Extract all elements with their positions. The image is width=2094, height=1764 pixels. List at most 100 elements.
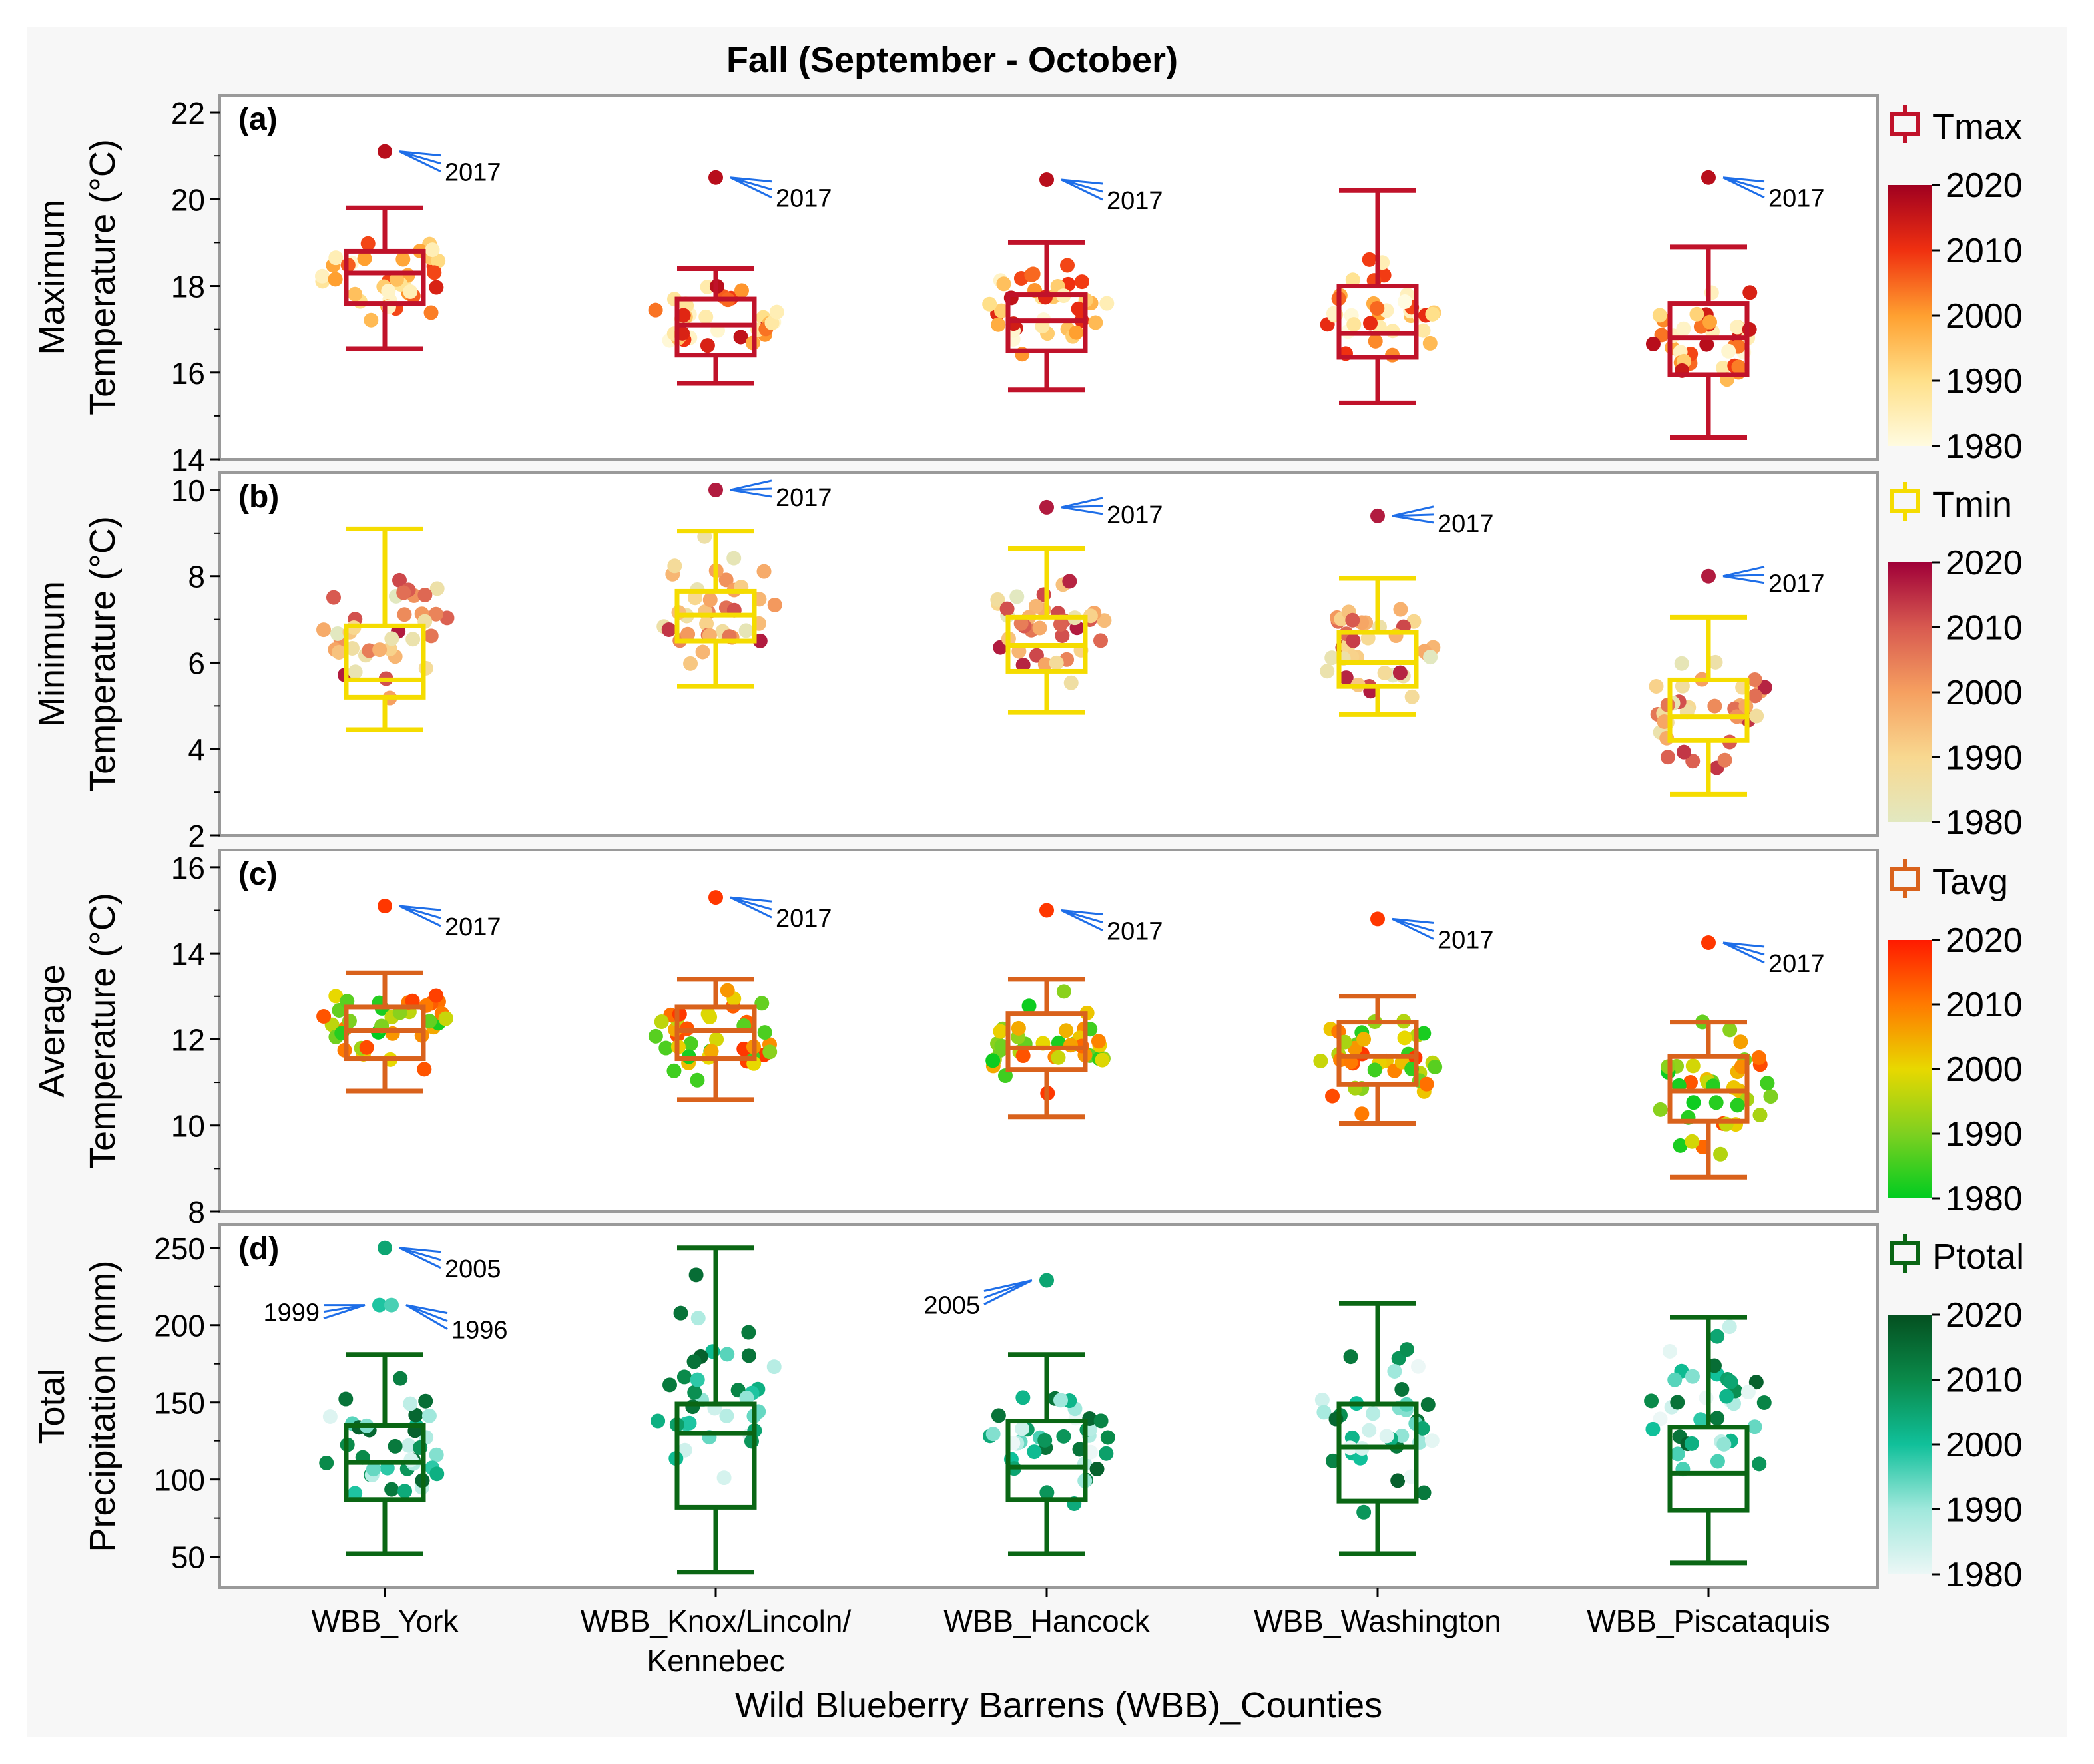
- legend-tick-label: 1990: [1946, 362, 2023, 401]
- data-point: [1416, 1485, 1432, 1500]
- annotation-label: 2005: [923, 1291, 980, 1319]
- data-point: [427, 265, 442, 280]
- data-point: [676, 1369, 692, 1385]
- data-point: [754, 996, 770, 1011]
- panel-2: 2 4 6 8 10 Minimum Temperature (°C) (b) 2017 2017…: [32, 471, 2023, 853]
- data-point: [348, 1486, 363, 1501]
- outlier-annotation: [1392, 505, 1434, 524]
- box-iqr: [1336, 284, 1419, 360]
- outlier-point: [1370, 508, 1385, 523]
- data-point: [688, 1267, 704, 1283]
- data-point: [1063, 675, 1079, 690]
- data-point: [1757, 680, 1772, 695]
- data-point: [1653, 1102, 1668, 1117]
- data-point: [1416, 1026, 1432, 1041]
- data-point: [1645, 1421, 1661, 1436]
- data-point: [683, 656, 698, 671]
- legend-tick-label: 1980: [1946, 1180, 2023, 1218]
- data-point: [1425, 306, 1440, 322]
- data-point: [690, 1311, 706, 1326]
- data-point: [429, 581, 445, 596]
- y-tick-label: 4: [188, 732, 205, 767]
- data-point: [997, 1068, 1013, 1084]
- y-tick-label: 16: [171, 851, 205, 885]
- data-point: [1716, 360, 1731, 375]
- data-point: [1021, 998, 1037, 1014]
- annotation-label: 2017: [1107, 187, 1163, 215]
- data-point: [1011, 1020, 1026, 1036]
- y-tick-label: 16: [171, 356, 205, 391]
- data-point: [699, 616, 714, 632]
- data-point: [1708, 654, 1723, 670]
- data-point: [360, 236, 376, 251]
- data-point: [666, 1063, 682, 1078]
- box-iqr: [344, 248, 426, 306]
- data-point: [1670, 1446, 1685, 1462]
- outlier-point: [708, 482, 723, 497]
- data-point: [1719, 1389, 1734, 1404]
- y-tick-label: 6: [188, 646, 205, 680]
- data-point: [332, 644, 347, 660]
- data-point: [1756, 1395, 1772, 1411]
- annotation-arrow: [1722, 566, 1765, 584]
- data-point: [1088, 315, 1103, 330]
- data-point: [1685, 1058, 1701, 1074]
- annotation-arrow: [1392, 917, 1434, 940]
- y-tick-label: 50: [171, 1540, 205, 1575]
- outlier-annotation: [1061, 909, 1103, 931]
- data-point: [1748, 688, 1763, 704]
- data-point: [1717, 752, 1732, 768]
- box-3: [1005, 977, 1088, 1120]
- data-point: [720, 983, 735, 998]
- data-point: [384, 631, 399, 646]
- annotation-arrow: [1722, 176, 1765, 199]
- data-point: [362, 643, 377, 658]
- data-point: [1053, 1393, 1068, 1408]
- data-point: [991, 1408, 1006, 1423]
- legend-colorbar: [1888, 562, 1932, 822]
- data-point: [1393, 602, 1408, 617]
- data-point: [1394, 1382, 1410, 1397]
- data-point: [1673, 1138, 1688, 1153]
- annotation-arrow: [1061, 178, 1103, 201]
- data-point: [648, 302, 663, 318]
- data-point: [1747, 672, 1762, 687]
- data-point: [1702, 314, 1718, 330]
- data-point: [1747, 1419, 1762, 1434]
- data-point: [429, 1466, 445, 1482]
- outlier-annotation: [730, 176, 772, 199]
- data-point: [985, 1053, 1001, 1068]
- y-axis-title-line-1: Total: [32, 1368, 72, 1444]
- legend-tick-label: 2020: [1946, 921, 2023, 960]
- data-point: [1377, 665, 1392, 680]
- annotation-label: 2017: [776, 905, 832, 933]
- data-point: [1060, 258, 1075, 273]
- data-point: [428, 606, 443, 622]
- panel-4: 50 100 150 200 250 Total Precipitation (mm) (d)…: [32, 1223, 2024, 1594]
- data-point: [1316, 1405, 1332, 1420]
- data-points: [982, 1390, 1115, 1512]
- annotation-arrow: [1061, 497, 1103, 515]
- data-point: [1684, 1436, 1699, 1451]
- data-point: [1097, 613, 1112, 628]
- annotation-arrow: [399, 905, 441, 927]
- data-point: [1015, 1421, 1030, 1436]
- legend-colorbar: [1888, 940, 1932, 1198]
- data-point: [741, 1325, 756, 1340]
- data-point: [328, 250, 344, 266]
- data-point: [687, 1385, 702, 1400]
- data-point: [1062, 574, 1077, 589]
- data-point: [422, 1014, 437, 1029]
- data-point: [686, 1354, 702, 1369]
- data-point: [1645, 336, 1661, 351]
- data-point: [1059, 1023, 1074, 1038]
- data-point: [733, 330, 748, 345]
- data-point: [648, 1028, 663, 1044]
- plot-area-frame: [218, 471, 1879, 837]
- box-iqr: [1005, 1419, 1088, 1502]
- data-point: [431, 253, 446, 268]
- y-axis-title-line-2: Precipitation (mm): [83, 1260, 123, 1552]
- data-point: [1354, 1106, 1370, 1122]
- data-point: [403, 1452, 419, 1468]
- data-point: [1710, 1411, 1725, 1426]
